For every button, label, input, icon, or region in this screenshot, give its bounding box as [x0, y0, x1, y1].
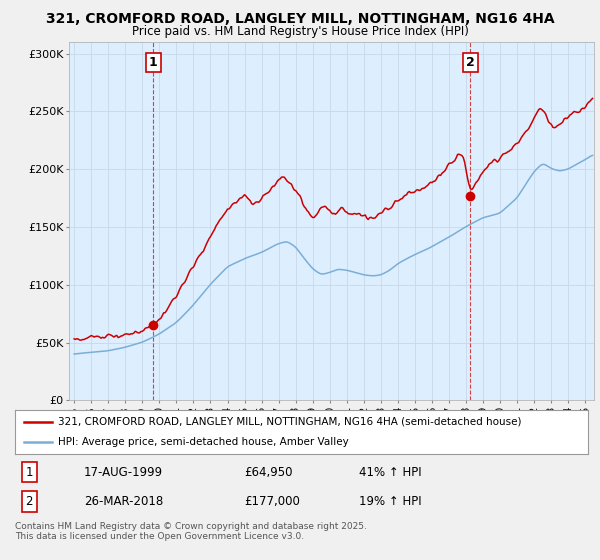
Text: £177,000: £177,000: [244, 495, 300, 508]
Text: Price paid vs. HM Land Registry's House Price Index (HPI): Price paid vs. HM Land Registry's House …: [131, 25, 469, 38]
Text: Contains HM Land Registry data © Crown copyright and database right 2025.
This d: Contains HM Land Registry data © Crown c…: [15, 522, 367, 542]
Text: 2: 2: [26, 495, 33, 508]
Text: 41% ↑ HPI: 41% ↑ HPI: [359, 465, 421, 479]
Text: 26-MAR-2018: 26-MAR-2018: [84, 495, 163, 508]
Text: 1: 1: [26, 465, 33, 479]
Text: 19% ↑ HPI: 19% ↑ HPI: [359, 495, 421, 508]
Text: 321, CROMFORD ROAD, LANGLEY MILL, NOTTINGHAM, NG16 4HA (semi-detached house): 321, CROMFORD ROAD, LANGLEY MILL, NOTTIN…: [58, 417, 521, 427]
Text: 2: 2: [466, 56, 475, 69]
Text: 1: 1: [149, 56, 157, 69]
Text: £64,950: £64,950: [244, 465, 293, 479]
Text: 17-AUG-1999: 17-AUG-1999: [84, 465, 163, 479]
Text: 321, CROMFORD ROAD, LANGLEY MILL, NOTTINGHAM, NG16 4HA: 321, CROMFORD ROAD, LANGLEY MILL, NOTTIN…: [46, 12, 554, 26]
Text: HPI: Average price, semi-detached house, Amber Valley: HPI: Average price, semi-detached house,…: [58, 437, 349, 447]
